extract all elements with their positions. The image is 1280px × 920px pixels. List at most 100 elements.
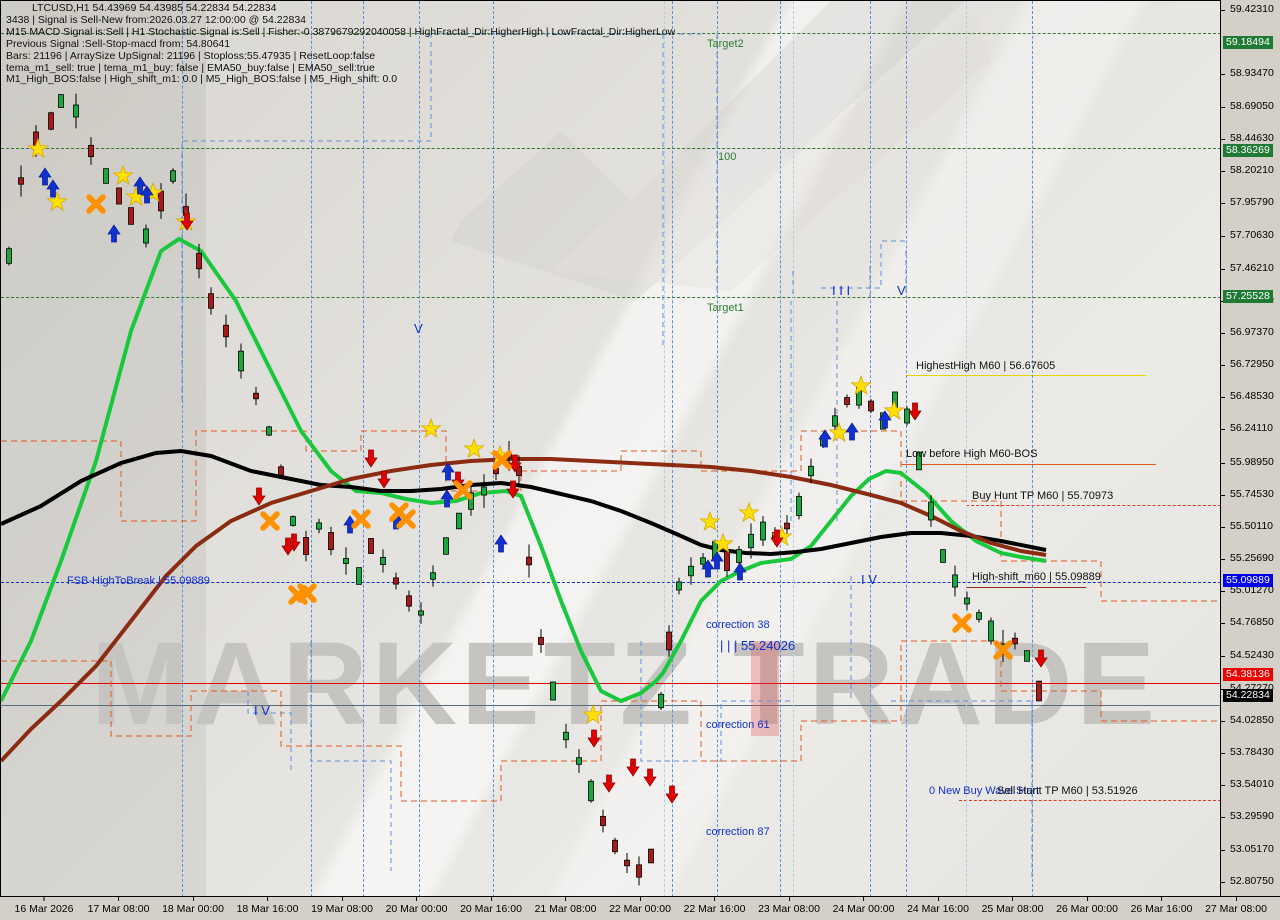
candle-body-bullish [58, 94, 64, 108]
candle-body-bearish [772, 532, 778, 540]
candle-body-bearish [493, 467, 499, 475]
candle-body-bearish [278, 466, 284, 476]
arrow-down-icon [508, 454, 522, 473]
price-axis[interactable]: 59.42310 58.93470 58.69050 58.44630 58.20210… [1220, 0, 1280, 896]
time-tick-label: 20 Mar 00:00 [386, 897, 447, 915]
time-tick-label: 18 Mar 00:00 [162, 897, 224, 915]
level-line-59.18494 [1, 33, 1220, 34]
cross-marker-icon [351, 509, 371, 529]
candle-body-bullish [712, 541, 718, 561]
candle-body-bullish [380, 557, 386, 565]
candle-body-bearish [1012, 637, 1018, 645]
candle-body-bullish [988, 620, 994, 642]
star-marker-icon [828, 421, 850, 443]
candle-body-bullish [940, 549, 946, 563]
vline-1 [182, 1, 183, 896]
candle-body-bullish [880, 412, 886, 430]
arrow-down-icon [281, 537, 295, 556]
time-tick-label: 24 Mar 00:00 [833, 897, 894, 915]
candle-body-bearish [33, 131, 39, 151]
candle-body-bullish [1024, 650, 1030, 662]
highlight-band [751, 641, 779, 736]
candle-body-bullish [904, 408, 910, 424]
annotation-new-buy-wave: 0 New Buy Wave Start [929, 785, 1040, 797]
annotation-low-before-high: Low before High M60-BOS [906, 448, 1038, 460]
candle-body-bullish [748, 533, 754, 549]
level-line-high-shift-m60 [966, 587, 1086, 588]
candle-body-bullish [563, 731, 569, 741]
time-tick-label: 22 Mar 16:00 [684, 897, 745, 915]
time-tick-label: 22 Mar 00:00 [609, 897, 671, 915]
price-tick-label: 53.05170 [1230, 842, 1274, 855]
candle-body-bullish [976, 612, 982, 620]
annotation-wave-v-top: V [897, 283, 906, 298]
price-tick-label: 55.25690 [1230, 552, 1274, 565]
arrow-down-icon [506, 480, 520, 499]
level-line-sell-hunt-tp [959, 800, 1220, 801]
annotation-level-100: 100 [718, 151, 737, 163]
star-marker-icon [175, 210, 197, 232]
candle-body-bullish [576, 757, 582, 765]
star-marker-icon [142, 181, 164, 203]
annotation-wave-iii: I I I [832, 283, 851, 298]
vline-7 [672, 1, 673, 896]
price-tick-label: 59.42310 [1230, 3, 1274, 16]
arrow-up-icon [494, 534, 508, 553]
cross-marker-icon [297, 583, 317, 603]
arrow-down-icon [1034, 649, 1048, 668]
candle-body-bearish [600, 815, 606, 827]
time-tick-label: 26 Mar 16:00 [1131, 897, 1192, 915]
annotation-wave-v-mid: V [414, 321, 423, 336]
candle-body-bearish [196, 252, 202, 270]
star-marker-icon [738, 501, 760, 523]
price-tick-label: 53.54010 [1230, 778, 1274, 791]
price-tick-label: 53.78430 [1230, 746, 1274, 759]
time-tick-label: 26 Mar 00:00 [1056, 897, 1118, 915]
arrow-up-icon [878, 410, 892, 429]
arrow-down-icon [908, 402, 922, 421]
vline-12 [906, 1, 907, 896]
candle-body-bullish [796, 495, 802, 517]
candle-body-bearish [48, 112, 54, 130]
price-tick-label: 54.76850 [1230, 616, 1274, 629]
candle-body-bullish [928, 501, 934, 521]
level-line-57.25528 [1, 297, 1220, 298]
candle-body-bullish [1000, 643, 1006, 649]
signal-markers [27, 137, 1048, 804]
price-tick-label: 58.93470 [1230, 67, 1274, 80]
candle-body-bearish [393, 577, 399, 585]
candle-body-bullish [588, 780, 594, 802]
candle-body-bullish [760, 521, 766, 541]
arrow-up-icon [440, 489, 454, 508]
star-marker-icon [582, 703, 604, 725]
candle-body-bullish [430, 572, 436, 580]
price-tick-label: 58.69050 [1230, 99, 1274, 112]
arrow-down-icon [643, 768, 657, 787]
arrow-down-icon [252, 487, 266, 506]
arrow-up-icon [845, 422, 859, 441]
price-tick-label: 54.02850 [1230, 713, 1274, 726]
candle-body-bearish [128, 207, 134, 225]
chart-plot-area[interactable]: MARKETZ TRADE [0, 0, 1220, 896]
arrow-down-icon [377, 470, 391, 489]
time-axis[interactable]: 16 Mar 2026 17 Mar 08:00 18 Mar 00:00 18 Ma… [0, 896, 1280, 920]
price-tick-label: 54.52430 [1230, 648, 1274, 661]
vline-13 [966, 1, 967, 896]
time-tick-label: 24 Mar 16:00 [907, 897, 969, 915]
candle-body-bullish [238, 350, 244, 372]
candlestick-series [6, 93, 1042, 886]
arrow-up-icon [389, 511, 403, 530]
candle-body-bullish [688, 565, 694, 577]
candle-body-bearish [636, 864, 642, 878]
star-marker-icon [46, 190, 68, 212]
time-tick-label: 27 Mar 08:00 [1205, 897, 1267, 915]
vline-5 [493, 1, 494, 896]
price-badge-black: 54.22834 [1223, 688, 1273, 702]
level-line-58.36269 [1, 148, 1220, 149]
star-marker-icon [489, 444, 511, 466]
candle-body-bearish [183, 206, 189, 216]
level-line-low-before-high [901, 464, 1156, 465]
vline-14 [1032, 1, 1033, 896]
star-marker-icon [699, 510, 721, 532]
header-line-5: Bars: 21196 | ArraySize UpSignal: 21196 … [6, 49, 376, 62]
